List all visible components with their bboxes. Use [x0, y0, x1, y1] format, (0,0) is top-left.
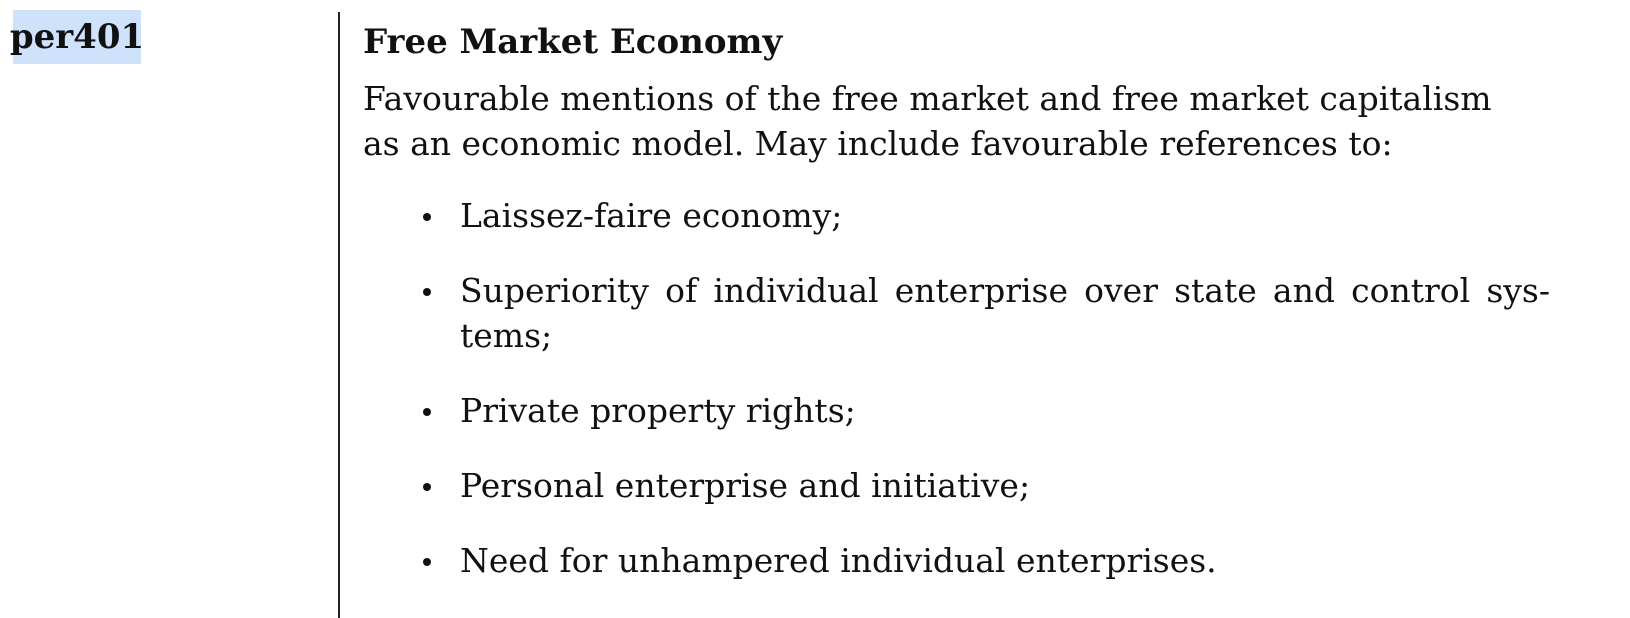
category-content: Free Market Economy Favourable mentions … — [363, 16, 1550, 613]
list-item-text: Personal enterprise and initiative; — [460, 466, 1031, 505]
list-item: Laissez-faire economy; — [363, 193, 1550, 238]
category-title: Free Market Economy — [363, 22, 783, 62]
list-item: Private property rights; — [363, 388, 1550, 433]
category-code-text: per401 — [9, 17, 145, 57]
column-divider — [338, 12, 340, 618]
bullet-icon — [423, 213, 431, 221]
list-item-text: Need for unhampered individual enterpris… — [460, 541, 1217, 580]
list-item-text: Laissez-faire economy; — [460, 196, 843, 235]
list-item-text: Superiority of individual enterprise ove… — [460, 271, 1550, 355]
list-item: Personal enterprise and initiative; — [363, 463, 1550, 508]
list-item: Need for unhampered individual enterpris… — [363, 538, 1550, 583]
list-item: Superiority of individual enterprise ove… — [363, 268, 1550, 358]
list-item-text: Private property rights; — [460, 391, 856, 430]
bullet-icon — [423, 288, 431, 296]
bullet-icon — [423, 483, 431, 491]
bullet-icon — [423, 558, 431, 566]
bullet-icon — [423, 408, 431, 416]
category-code: per401 — [9, 10, 145, 64]
category-description: Favourable mentions of the free market a… — [363, 79, 1492, 163]
reference-list: Laissez-faire economy; Superiority of in… — [363, 193, 1550, 583]
